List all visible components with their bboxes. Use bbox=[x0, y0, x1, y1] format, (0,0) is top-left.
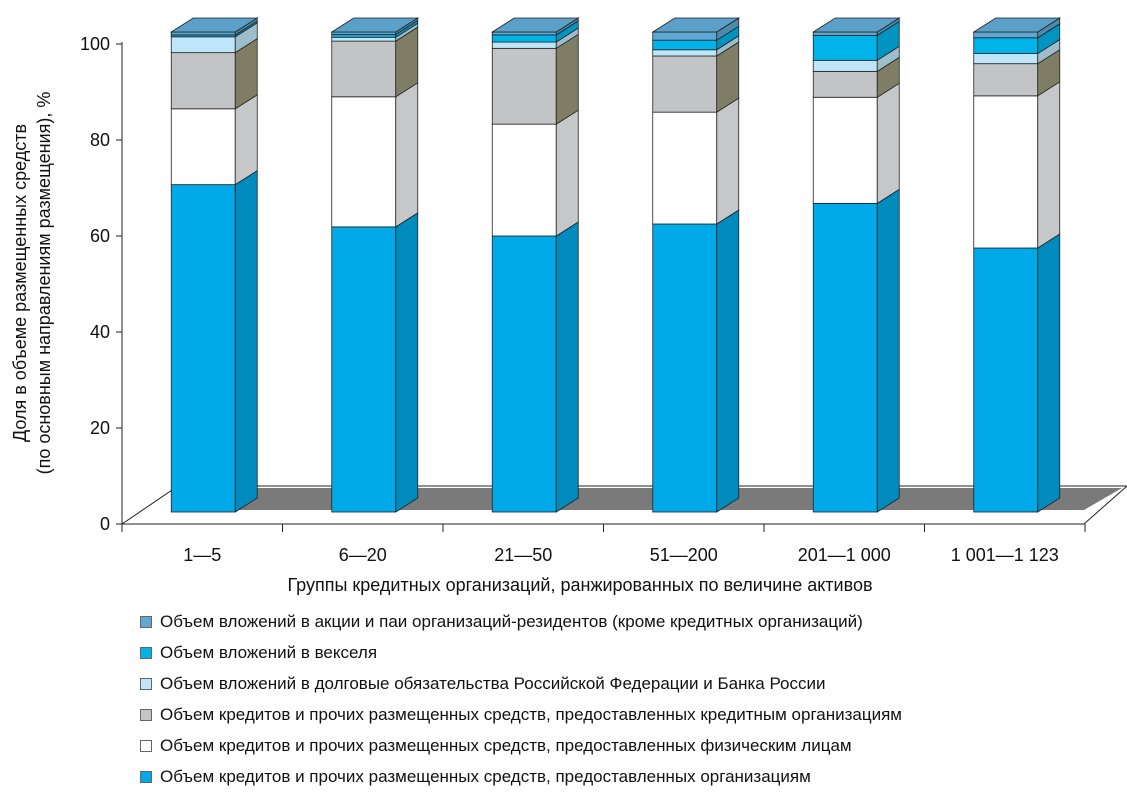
bar-segment bbox=[331, 34, 397, 38]
bar-top bbox=[811, 17, 901, 33]
x-tick-label: 1 001—1 123 bbox=[951, 545, 1059, 565]
legend-label: Объем вложений в долговые обязательства … bbox=[160, 673, 826, 693]
legend-swatch bbox=[140, 739, 152, 752]
bar-segment bbox=[331, 96, 397, 228]
x-tick-label: 51—200 bbox=[650, 545, 718, 565]
legend-swatch bbox=[140, 770, 152, 783]
bar-segment bbox=[331, 36, 397, 42]
y-tick-label: 0 bbox=[100, 514, 110, 534]
bar-top bbox=[490, 17, 580, 33]
bar-segment bbox=[491, 235, 557, 513]
bar-segment bbox=[812, 59, 878, 72]
x-tick-label: 21—50 bbox=[494, 545, 552, 565]
legend-item: Объем кредитов и прочих размещенных сред… bbox=[140, 761, 902, 792]
bar-segment bbox=[170, 184, 236, 513]
bar-stack bbox=[490, 17, 580, 513]
x-tick-label: 1—5 bbox=[183, 545, 221, 565]
bar-top bbox=[651, 17, 741, 33]
bar-segment-side bbox=[395, 212, 419, 513]
bar-segment bbox=[170, 108, 236, 186]
bar-stack bbox=[651, 17, 741, 513]
y-tick-label: 60 bbox=[90, 226, 110, 246]
chart-floor-front bbox=[122, 512, 1084, 524]
bar-segment bbox=[170, 52, 236, 110]
x-tick-label: 201—1 000 bbox=[798, 545, 891, 565]
bar-stack bbox=[330, 17, 420, 513]
chart-legend: Объем вложений в акции и паи организаций… bbox=[140, 606, 902, 792]
bar-segment bbox=[652, 39, 718, 51]
x-tick-label: 6—20 bbox=[339, 545, 387, 565]
bar-segment bbox=[812, 31, 878, 36]
y-tick-label: 80 bbox=[90, 130, 110, 150]
bar-segment bbox=[491, 34, 557, 43]
legend-item: Объем вложений в векселя bbox=[140, 637, 902, 668]
bar-segment bbox=[652, 31, 718, 41]
bar-segment bbox=[491, 31, 557, 36]
bar-segment-side bbox=[395, 82, 419, 228]
bar-segment-side bbox=[716, 209, 740, 513]
bar-stack bbox=[972, 17, 1062, 513]
legend-label: Объем вложений в акции и паи организаций… bbox=[160, 611, 863, 631]
legend-label: Объем кредитов и прочих размещенных сред… bbox=[160, 704, 902, 724]
legend-swatch bbox=[140, 708, 152, 721]
bar-top bbox=[169, 17, 259, 33]
legend-swatch bbox=[140, 646, 152, 659]
y-axis-title-line2: (по основным направлениям размещения), % bbox=[34, 92, 54, 475]
bar-segment-side bbox=[555, 221, 579, 513]
legend-swatch bbox=[140, 677, 152, 690]
bar-stack bbox=[169, 17, 259, 513]
bar-segment-side bbox=[716, 97, 740, 225]
legend-item: Объем кредитов и прочих размещенных сред… bbox=[140, 699, 902, 730]
bar-segment-side bbox=[1037, 233, 1061, 513]
bar-stack bbox=[811, 17, 901, 513]
legend-item: Объем вложений в долговые обязательства … bbox=[140, 668, 902, 699]
legend-item: Объем кредитов и прочих размещенных сред… bbox=[140, 730, 902, 761]
legend-swatch bbox=[140, 615, 152, 628]
bar-segment-side bbox=[555, 33, 579, 125]
bar-segment bbox=[331, 226, 397, 513]
legend-label: Объем кредитов и прочих размещенных сред… bbox=[160, 735, 852, 755]
y-tick-label: 40 bbox=[90, 322, 110, 342]
bar-segment-side bbox=[876, 188, 900, 513]
bar-segment bbox=[331, 40, 397, 98]
bar-segment bbox=[812, 34, 878, 61]
y-tick-label: 100 bbox=[80, 34, 110, 54]
bar-segment bbox=[812, 96, 878, 204]
bar-segment bbox=[973, 37, 1039, 54]
bar-top bbox=[330, 17, 420, 33]
bar-segment bbox=[170, 36, 236, 54]
bar-segment-side bbox=[555, 109, 579, 237]
legend-label: Объем вложений в векселя bbox=[160, 642, 378, 662]
bar-segment bbox=[973, 53, 1039, 65]
bar-segment bbox=[973, 63, 1039, 97]
bar-top bbox=[972, 17, 1062, 33]
bar-segment bbox=[491, 47, 557, 125]
bar-segment bbox=[652, 49, 718, 57]
bar-segment-side bbox=[234, 94, 258, 186]
bar-segment bbox=[170, 31, 236, 36]
bar-segment bbox=[973, 31, 1039, 39]
bar-segment bbox=[973, 247, 1039, 513]
bar-segment-side bbox=[1037, 81, 1061, 249]
bar-segment bbox=[491, 123, 557, 237]
bar-segment bbox=[652, 55, 718, 113]
bar-segment bbox=[812, 202, 878, 513]
bar-segment bbox=[812, 70, 878, 98]
bar-segment-side bbox=[876, 82, 900, 205]
bar-segment bbox=[652, 111, 718, 225]
bar-segment bbox=[973, 95, 1039, 249]
y-axis-title-line1: Доля в объеме размещенных средств bbox=[10, 124, 30, 442]
legend-item: Объем вложений в акции и паи организаций… bbox=[140, 606, 902, 637]
bar-segment-side bbox=[234, 169, 258, 513]
x-axis-title: Группы кредитных организаций, ранжирован… bbox=[287, 575, 872, 595]
bar-segment bbox=[491, 41, 557, 49]
bar-segment bbox=[652, 223, 718, 513]
y-tick-label: 20 bbox=[90, 418, 110, 438]
legend-label: Объем кредитов и прочих размещенных сред… bbox=[160, 766, 811, 786]
